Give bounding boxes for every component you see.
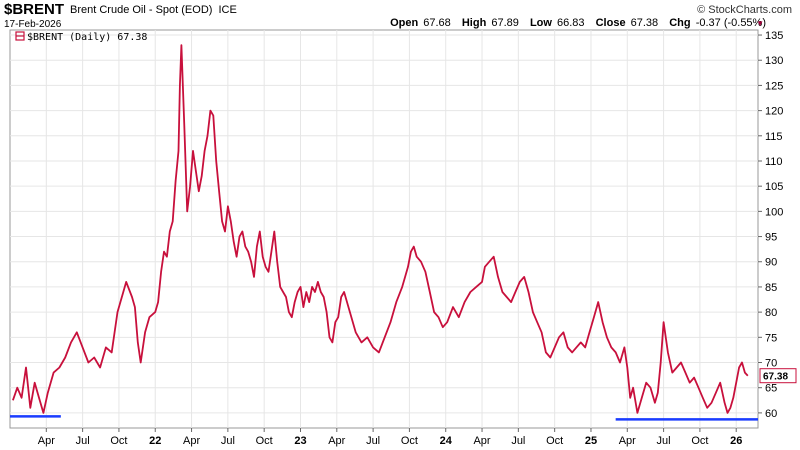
legend-label: $BRENT (Daily) 67.38: [27, 32, 147, 43]
x-tick-label: 26: [730, 435, 742, 447]
quote-date: 17-Feb-2026: [4, 19, 62, 30]
y-tick-label: 80: [765, 307, 777, 319]
x-tick-label: Jul: [221, 435, 235, 447]
open-value: 67.68: [423, 17, 451, 29]
chg-value: -0.37 (-0.55%): [695, 17, 766, 29]
close-label: Close: [595, 17, 626, 29]
last-value-tag: [759, 368, 797, 384]
y-tick-label: 65: [765, 383, 777, 395]
y-tick-label: 75: [765, 332, 777, 344]
brand-watermark[interactable]: © StockCharts.com: [697, 4, 792, 16]
x-tick-label: Apr: [328, 435, 345, 447]
x-tick-label: 22: [149, 435, 161, 447]
x-tick-label: Apr: [183, 435, 200, 447]
open-label: Open: [390, 17, 419, 29]
x-tick-label: Jul: [511, 435, 525, 447]
y-tick-label: 105: [765, 181, 783, 193]
y-tick-label: 125: [765, 80, 783, 92]
y-tick-label: 115: [765, 131, 783, 143]
plot-frame: [9, 29, 759, 429]
instrument-name-text: Brent Crude Oil - Spot (EOD): [70, 4, 213, 16]
x-tick-label: Jul: [76, 435, 90, 447]
x-tick-label: Apr: [619, 435, 636, 447]
y-tick-label: 110: [765, 156, 783, 168]
y-tick-label: 120: [765, 106, 783, 118]
down-triangle-icon: ▼: [756, 19, 764, 28]
ohlc-summary: Open 67.68 High 67.89 Low 66.83 Close 67…: [382, 17, 766, 29]
y-tick-label: 135: [765, 30, 783, 42]
x-tick-label: Oct: [401, 435, 418, 447]
y-tick-label: 130: [765, 55, 783, 67]
x-tick-label: Oct: [546, 435, 563, 447]
exchange-label: ICE: [218, 4, 237, 16]
close-value: 67.38: [630, 17, 659, 29]
y-tick-label: 60: [765, 408, 777, 420]
low-label: Low: [529, 17, 552, 29]
x-tick-label: 25: [585, 435, 597, 447]
y-tick-label: 70: [765, 358, 777, 370]
symbol-label: $BRENT: [4, 1, 65, 18]
y-tick-label: 90: [765, 257, 777, 269]
x-tick-label: Oct: [256, 435, 273, 447]
x-tick-label: Oct: [691, 435, 708, 447]
high-label: High: [461, 17, 487, 29]
low-value: 66.83: [557, 17, 585, 29]
x-tick-label: Apr: [38, 435, 55, 447]
last-value-tag-text: 67.38: [763, 372, 788, 383]
y-tick-label: 95: [765, 232, 777, 244]
y-tick-label: 100: [765, 206, 783, 218]
y-tick-label: 85: [765, 282, 777, 294]
x-tick-label: Jul: [657, 435, 671, 447]
chg-label: Chg: [669, 17, 691, 29]
x-tick-label: Oct: [110, 435, 127, 447]
high-value: 67.89: [491, 17, 519, 29]
x-tick-label: 24: [440, 435, 453, 447]
x-tick-label: Apr: [473, 435, 490, 447]
instrument-name: Brent Crude Oil - Spot (EOD) ICE: [70, 4, 237, 16]
x-tick-label: Jul: [366, 435, 380, 447]
x-tick-label: 23: [294, 435, 306, 447]
price-series-line[interactable]: [12, 44, 749, 414]
